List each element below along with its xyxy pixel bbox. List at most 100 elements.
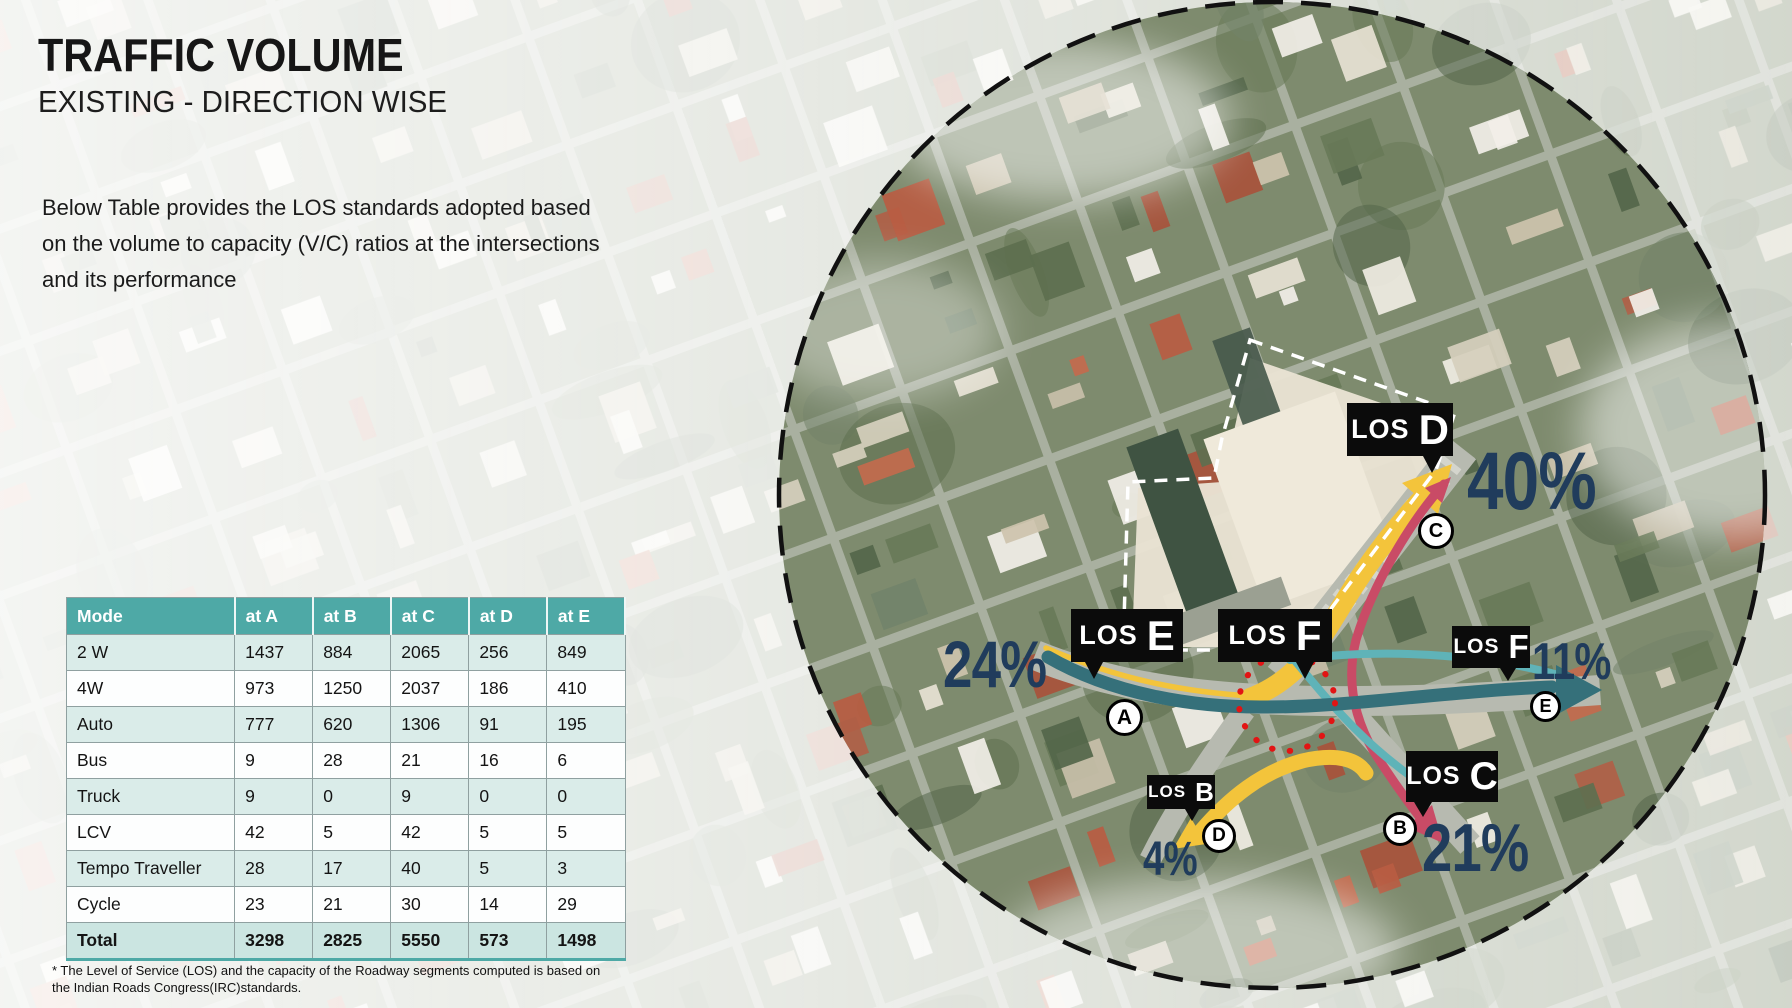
table-cell: 973: [234, 670, 314, 707]
table-cell: 9: [234, 778, 314, 815]
table-cell: Bus: [65, 742, 236, 779]
table-cell: Cycle: [65, 886, 236, 923]
table-cell: 2037: [390, 670, 470, 707]
table-cell: 23: [234, 886, 314, 923]
table-cell: 573: [468, 922, 548, 961]
arrowhead-yellow-southwest: [1173, 818, 1206, 849]
table-cell: 1250: [312, 670, 392, 707]
flow-percent-east: 11%: [1532, 633, 1611, 691]
table-row: 2 W 1437 884 2065 256 849: [65, 634, 626, 671]
table-cell: 2065: [390, 634, 470, 671]
table-cell: 2 W: [65, 634, 236, 671]
table-cell: 17: [312, 850, 392, 887]
table-cell: LCV: [65, 814, 236, 851]
table-cell: 91: [468, 706, 548, 743]
table-cell: 42: [390, 814, 470, 851]
table-row: Auto 777 620 1306 91 195: [65, 706, 626, 743]
table-cell: 14: [468, 886, 548, 923]
table-cell: Truck: [65, 778, 236, 815]
table-cell: Tempo Traveller: [65, 850, 236, 887]
table-cell: 21: [390, 742, 470, 779]
table-header-cell: at A: [234, 597, 314, 635]
table-cell: Total: [65, 922, 236, 961]
flow-yellow-north: [1240, 480, 1440, 708]
table-row: Truck 9 0 9 0 0: [65, 778, 626, 815]
table-cell: 4W: [65, 670, 236, 707]
los-grade: C: [1469, 754, 1498, 798]
table-cell: 9: [234, 742, 314, 779]
los-prefix: LOS: [1079, 620, 1138, 650]
study-area-circle: [776, 0, 1768, 991]
table-cell: 6: [546, 742, 626, 779]
table-cell: 777: [234, 706, 314, 743]
arrowhead-crimson-southeast: [1406, 805, 1443, 843]
table-cell: 256: [468, 634, 548, 671]
table-cell: 5: [312, 814, 392, 851]
marker-c: C: [1418, 513, 1454, 549]
flow-percent-west: 24%: [943, 627, 1047, 701]
table-cell: 0: [546, 778, 626, 815]
table-cell: 5550: [390, 922, 470, 961]
table-cell: 186: [468, 670, 548, 707]
table-cell: 28: [234, 850, 314, 887]
description-text: Below Table provides the LOS standards a…: [42, 195, 600, 292]
table-cell: Auto: [65, 706, 236, 743]
label-tail: [1085, 662, 1103, 679]
label-tail: [1296, 662, 1314, 679]
table-cell: 29: [546, 886, 626, 923]
table-header-cell: at E: [546, 597, 627, 635]
label-tail: [1185, 809, 1199, 821]
table-cell: 2825: [312, 922, 392, 961]
table-cell: 30: [390, 886, 470, 923]
table-cell: 3298: [234, 922, 314, 961]
los-label-f-junction: LOS F: [1218, 609, 1332, 679]
table-row: Cycle 23 21 30 14 29: [65, 886, 626, 923]
los-grade: E: [1146, 611, 1175, 659]
table-cell: 620: [312, 706, 392, 743]
flow-percent-southwest: 4%: [1143, 833, 1198, 886]
table-cell: 16: [468, 742, 548, 779]
table-row: Tempo Traveller 28 17 40 5 3: [65, 850, 626, 887]
table-header-cell: at D: [468, 597, 548, 635]
cloud-haze: [779, 40, 1765, 988]
table-cell: 410: [546, 670, 626, 707]
flow-yellow-southwest: [1192, 749, 1374, 840]
arrowhead-darkteal-east: [1556, 665, 1602, 715]
los-label-f-east: LOS F: [1452, 626, 1530, 681]
marker-d: D: [1202, 819, 1236, 853]
table-row: 4W 973 1250 2037 186 410: [65, 670, 626, 707]
table-cell: 3: [546, 850, 626, 887]
table-header-cell: Mode: [66, 597, 236, 635]
los-label-c: LOS C: [1406, 751, 1498, 817]
table-cell: 1306: [390, 706, 470, 743]
table-row: Bus 9 28 21 16 6: [65, 742, 626, 779]
page-title: TRAFFIC VOLUME: [38, 29, 404, 81]
table-cell: 28: [312, 742, 392, 779]
los-grade: F: [1508, 628, 1529, 665]
flow-crimson: [1347, 479, 1449, 824]
los-label-b: LOS B: [1147, 775, 1215, 821]
traffic-flows: [1041, 464, 1602, 849]
los-prefix: LOS: [1453, 635, 1500, 658]
flow-percent-southeast: 21%: [1422, 810, 1529, 886]
marker-b: B: [1383, 812, 1417, 846]
los-prefix: LOS: [1228, 620, 1287, 650]
marker-e: E: [1530, 691, 1561, 722]
table-row: Total 3298 2825 5550 573 1498: [65, 922, 626, 961]
table-cell: 5: [468, 814, 548, 851]
table-cell: 42: [234, 814, 314, 851]
table-header-cell: at B: [312, 597, 392, 635]
los-label-d: LOS D: [1347, 403, 1453, 473]
los-prefix: LOS: [1351, 414, 1410, 444]
table-cell: 0: [468, 778, 548, 815]
table-cell: 1498: [546, 922, 626, 961]
label-tail: [1423, 456, 1441, 473]
label-tail: [1414, 802, 1432, 817]
los-grade: F: [1295, 611, 1322, 659]
table-cell: 5: [468, 850, 548, 887]
table-cell: 21: [312, 886, 392, 923]
los-grade: B: [1195, 776, 1214, 807]
